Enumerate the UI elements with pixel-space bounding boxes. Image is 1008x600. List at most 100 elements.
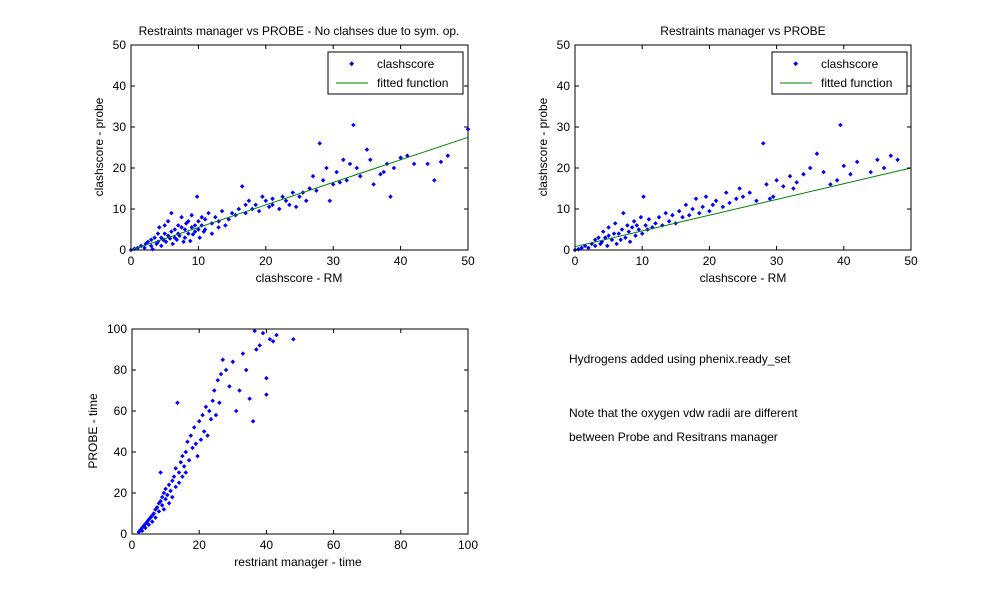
data-point <box>220 357 226 362</box>
x-tick-label: 20 <box>703 254 717 268</box>
data-point <box>171 474 177 479</box>
x-tick-label: 10 <box>192 254 206 268</box>
y-tick-label: 0 <box>563 243 570 257</box>
data-point <box>158 470 163 475</box>
y-tick-label: 40 <box>113 79 127 93</box>
plot-area <box>131 328 469 535</box>
y-tick-label: 50 <box>557 38 571 52</box>
data-point <box>368 157 373 163</box>
data-point <box>178 459 184 465</box>
data-point <box>188 433 194 438</box>
data-point <box>183 449 189 455</box>
legend-box <box>771 51 908 95</box>
data-point <box>270 339 276 344</box>
y-tick-label: 10 <box>557 202 571 216</box>
x-tick-label: 100 <box>458 538 478 552</box>
chart-clashscore: Restraints manager vs PROBE 0 10 20 30 40 50 0… <box>536 24 918 285</box>
data-point <box>277 206 282 212</box>
data-point <box>854 159 860 165</box>
data-point <box>213 412 219 418</box>
y-axis-label: clashscore - probe <box>536 97 550 196</box>
y-tick-label: 0 <box>119 243 126 257</box>
x-tick-label: 60 <box>327 538 341 552</box>
data-point <box>176 470 182 475</box>
chart-time: 0 20 40 60 80 100 0 20 40 60 80 100 restriant manag… <box>86 322 478 569</box>
data-point <box>310 173 316 179</box>
legend-label-fitted-function: fitted function <box>377 76 448 90</box>
x-tick-label: 40 <box>394 254 408 268</box>
data-point <box>185 439 190 444</box>
x-tick-label: 20 <box>193 538 207 552</box>
y-tick-label: 20 <box>557 161 571 175</box>
y-tick-label: 30 <box>557 120 571 134</box>
data-point <box>614 241 619 247</box>
x-tick-label: 0 <box>128 254 135 268</box>
data-point <box>163 486 168 492</box>
x-tick-label: 50 <box>461 254 475 268</box>
data-point <box>237 388 242 393</box>
legend-label-fitted-function: fitted function <box>821 76 892 90</box>
data-point <box>327 198 333 204</box>
y-tick-label: 40 <box>114 445 128 459</box>
x-tick-label: 50 <box>904 254 918 268</box>
legend-label-clashscore: clashscore <box>821 57 879 71</box>
data-point <box>252 328 257 334</box>
data-point <box>166 482 172 488</box>
data-point <box>170 478 175 483</box>
legend-label-clashscore: clashscore <box>377 57 435 71</box>
data-point <box>357 173 363 179</box>
data-point <box>347 161 353 167</box>
data-point <box>170 494 175 500</box>
data-point <box>163 496 168 502</box>
fitted-line <box>130 136 469 251</box>
data-point <box>280 194 285 199</box>
x-tick-label: 30 <box>327 254 341 268</box>
y-tick-label: 60 <box>114 404 128 418</box>
data-point <box>297 194 302 199</box>
x-tick-label: 10 <box>636 254 650 268</box>
data-point <box>181 464 187 469</box>
x-tick-label: 80 <box>394 538 408 552</box>
y-tick-label: 0 <box>120 527 127 541</box>
legend: clashscore fitted function <box>771 51 908 95</box>
data-point <box>183 470 189 475</box>
legend-box <box>327 51 464 95</box>
data-point <box>190 445 195 451</box>
data-point <box>264 392 269 397</box>
chart-title: Restraints manager vs PROBE <box>660 24 825 38</box>
data-point <box>266 204 272 210</box>
y-tick-label: 20 <box>114 486 128 500</box>
data-point <box>290 190 296 195</box>
data-point <box>264 375 269 381</box>
y-tick-label: 80 <box>114 363 128 377</box>
data-point <box>274 332 279 338</box>
data-point <box>293 204 299 210</box>
data-point <box>193 441 199 447</box>
y-tick-label: 30 <box>113 120 127 134</box>
data-point <box>223 367 229 373</box>
data-point <box>411 161 417 167</box>
legend-marker-clashscore <box>349 61 355 67</box>
data-point <box>215 377 221 383</box>
x-axis-label: clashscore - RM <box>256 271 343 285</box>
data-point <box>200 412 205 418</box>
note-managers: between Probe and Resitrans manager <box>569 430 778 444</box>
data-point <box>247 396 252 401</box>
data-point <box>425 161 430 167</box>
note-vdw-radii: Note that the oxygen vdw radii are diffe… <box>569 406 798 420</box>
data-point <box>341 157 346 163</box>
x-axis-label: restriant manager - time <box>234 555 362 569</box>
y-tick-label: 100 <box>107 322 127 336</box>
data-point <box>371 182 376 187</box>
data-point <box>165 492 170 498</box>
data-point <box>230 359 236 365</box>
x-tick-label: 30 <box>770 254 784 268</box>
data-point <box>287 202 292 208</box>
data-point <box>186 457 192 463</box>
data-point <box>170 241 175 247</box>
data-point <box>291 336 296 342</box>
legend: clashscore fitted function <box>327 51 464 95</box>
data-point <box>145 239 151 245</box>
y-tick-label: 20 <box>113 161 127 175</box>
